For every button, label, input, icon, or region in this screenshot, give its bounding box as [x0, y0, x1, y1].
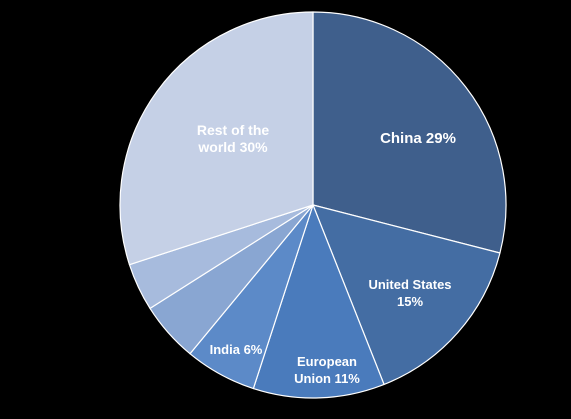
- slice-label-line: Union 11%: [294, 371, 360, 386]
- slice-label-european-union: European Union 11%: [294, 354, 360, 386]
- pie-labels: China 29% United States 15% European Union 1…: [197, 122, 456, 386]
- slice-label-line: world 30%: [197, 139, 268, 155]
- slice-label-line: Rest of the: [197, 122, 270, 138]
- slice-label-india: India 6%: [210, 342, 263, 357]
- slice-label-china: China 29%: [380, 130, 456, 147]
- pie-slice-china: [312, 11, 507, 254]
- slice-label-line: 15%: [397, 294, 423, 309]
- pie-slices: [119, 11, 507, 399]
- slice-label-line: United States: [368, 277, 451, 292]
- slice-label-united-states: United States 15%: [368, 277, 451, 309]
- pie-slice-european-union: [252, 204, 385, 399]
- slice-label-rest-of-the-world: Rest of the world 30%: [197, 122, 270, 155]
- slice-label-line: India 6%: [210, 342, 263, 357]
- slice-label-line: European: [297, 354, 357, 369]
- pie-slice-rest-of-the-world: [119, 11, 314, 266]
- pie-slice-united-states: [312, 204, 501, 386]
- slice-label-line: China 29%: [380, 130, 456, 147]
